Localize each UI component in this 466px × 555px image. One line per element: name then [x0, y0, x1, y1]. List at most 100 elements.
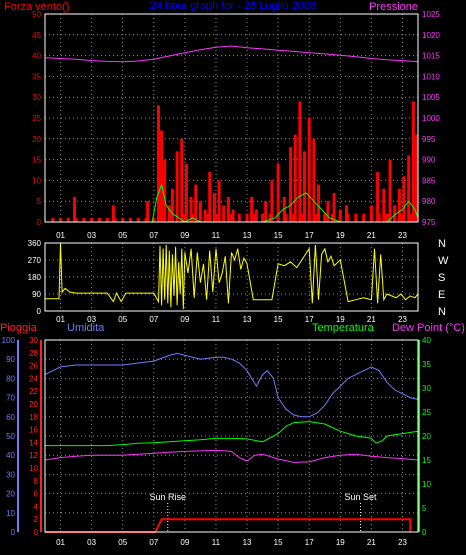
wind-gust-bar: [212, 192, 216, 222]
x-tick-label: 07: [149, 538, 158, 547]
wind-tick-label: 15: [32, 156, 41, 165]
wind-gust-bar: [293, 134, 297, 222]
direction-tick-label: 270: [28, 256, 42, 265]
wind-speed-bar: [152, 217, 156, 222]
rain-tick-label: 20: [29, 400, 38, 409]
pressure-tick-label: 1025: [422, 10, 440, 19]
wind-speed-bar: [59, 217, 63, 222]
rain-tick-label: 14: [29, 438, 38, 447]
wind-gust-bar: [407, 155, 411, 222]
rain-tick-label: 18: [29, 413, 38, 422]
wind-speed-bar: [315, 213, 319, 222]
x-tick-label: 15: [274, 231, 283, 240]
wind-speed-bar: [331, 213, 335, 222]
pressure-line: [44, 45, 419, 63]
humidity-axis-label: Umidita: [67, 322, 105, 334]
x-tick-label: 01: [56, 538, 65, 547]
temperature-tick-label: 40: [422, 336, 431, 345]
wind-direction-line: [45, 242, 419, 310]
x-tick-label: 17: [305, 315, 314, 324]
rain-axis-label: Pioggia: [0, 322, 38, 334]
wind-gust-bar: [414, 134, 418, 222]
wind-pressure-frame: [44, 13, 419, 223]
rain-tick-label: 24: [29, 374, 38, 383]
wind-gust-bar: [317, 184, 321, 222]
wind-gust-bar: [397, 188, 401, 222]
wind-gust-bar: [382, 188, 386, 222]
pressure-tick-label: 1000: [422, 114, 440, 123]
x-tick-label: 01: [56, 231, 65, 240]
wind-gust-bar: [160, 130, 164, 222]
wind-gust-bar: [254, 209, 258, 222]
wind-gust-bar: [270, 180, 274, 222]
x-tick-label: 15: [274, 315, 283, 324]
x-tick-label: 13: [243, 231, 252, 240]
weather-frame: [44, 339, 419, 533]
wind-gust-bar: [289, 147, 293, 222]
rain-tick-label: 16: [29, 426, 38, 435]
wind-gust-bar: [264, 201, 268, 222]
x-tick-label: 21: [367, 538, 376, 547]
wind-gust-bar: [198, 201, 202, 222]
x-tick-label: 05: [118, 315, 127, 324]
wind-gust-bar: [312, 138, 316, 222]
pressure-tick-label: 1010: [422, 72, 440, 81]
rain-tick-label: 4: [34, 502, 39, 511]
temperature-axis-label: Temperatura: [312, 322, 375, 334]
direction-tick-label: 90: [32, 290, 41, 299]
temperature-tick-label: 35: [422, 360, 431, 369]
wind-gust-bar: [208, 172, 212, 222]
wind-gust-bar: [167, 205, 171, 222]
wind-gust-bar: [163, 159, 167, 222]
compass-label: W: [438, 255, 449, 267]
wind-tick-label: 20: [32, 135, 41, 144]
pressure-tick-label: 990: [422, 156, 436, 165]
wind-speed-bar: [74, 217, 78, 222]
x-tick-label: 17: [305, 538, 314, 547]
temperature-tick-label: 25: [422, 408, 431, 417]
wind-gust-bar: [156, 105, 160, 222]
wind-gust-bar: [180, 138, 184, 222]
wind-speed-bar: [90, 217, 94, 222]
wind-gust-bar: [369, 205, 373, 222]
chart-title: 24 hour graph for - 26 Luglio 2006: [150, 0, 316, 12]
x-tick-label: 11: [212, 231, 221, 240]
wind-speed-bar: [230, 213, 233, 222]
wind-gust-bar: [338, 209, 342, 222]
wind-gust-bar: [307, 118, 311, 222]
wind-speed-bar: [268, 213, 272, 222]
wind-gust-bar: [194, 184, 198, 222]
wind-speed-bar: [385, 213, 389, 222]
wind-speed-bar: [323, 213, 327, 222]
wind-speed-bar: [136, 217, 140, 222]
pressure-tick-label: 995: [422, 135, 436, 144]
wind-speed-bar: [121, 217, 125, 222]
x-tick-label: 05: [118, 231, 127, 240]
wind-gust-bar: [250, 197, 254, 222]
wind-gust-bar: [402, 176, 406, 222]
x-tick-label: 13: [243, 315, 252, 324]
pressure-tick-label: 980: [422, 197, 436, 206]
x-tick-label: 19: [336, 231, 345, 240]
wind-tick-label: 40: [32, 52, 41, 61]
temperature-tick-label: 5: [422, 504, 427, 513]
wind-speed-bar: [214, 213, 218, 222]
humidity-tick-label: 50: [6, 432, 15, 441]
wind-gust-bar: [376, 172, 380, 222]
temperature-tick-label: 20: [422, 432, 431, 441]
wind-speed-bar: [408, 213, 412, 222]
x-tick-label: 09: [180, 315, 189, 324]
x-tick-label: 11: [212, 315, 221, 324]
wind-speed-bar: [400, 213, 404, 222]
wind-gust-bar: [303, 151, 307, 222]
x-tick-label: 19: [336, 315, 345, 324]
wind-tick-label: 25: [32, 114, 41, 123]
x-tick-label: 03: [87, 538, 96, 547]
wind-tick-label: 50: [32, 10, 41, 19]
rain-tick-label: 12: [29, 451, 38, 460]
humidity-tick-label: 30: [6, 470, 15, 479]
wind-gust-bar: [111, 205, 115, 222]
wind-gust-bar: [282, 197, 286, 222]
pressure-tick-label: 1020: [422, 31, 440, 40]
